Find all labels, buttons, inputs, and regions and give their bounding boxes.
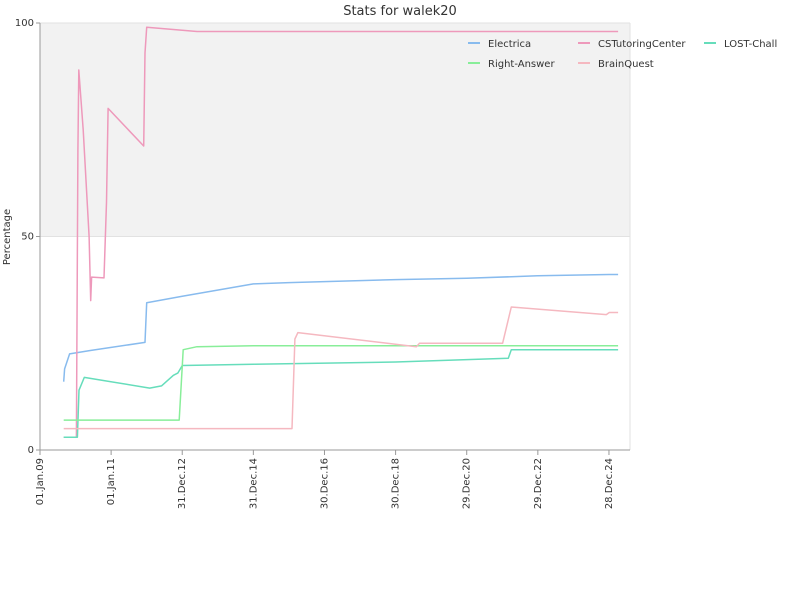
series-line-lost-chall bbox=[63, 348, 619, 438]
x-tick-label: 29.Dec.20 bbox=[462, 458, 473, 509]
legend-label: Electrica bbox=[488, 39, 531, 50]
legend-label: BrainQuest bbox=[598, 59, 654, 70]
x-tick-label: 31.Dec.12 bbox=[177, 458, 188, 509]
series-lines bbox=[62, 26, 619, 438]
y-tick-label: 0 bbox=[28, 445, 34, 456]
y-axis-label: Percentage bbox=[2, 209, 13, 265]
legend-label: CSTutoringCenter bbox=[598, 39, 686, 50]
chart-title: Stats for walek20 bbox=[343, 4, 457, 19]
series-line-brainquest bbox=[63, 306, 619, 430]
y-tick-label: 50 bbox=[21, 232, 34, 243]
axes: 0 50 100 01.Jan.09 01.Jan.11 31.Dec.12 31.Dec.… bbox=[15, 18, 630, 509]
x-tick-label: 29.Dec.22 bbox=[533, 458, 544, 509]
series-line-electrica bbox=[62, 273, 619, 382]
x-tick-label: 01.Jan.11 bbox=[106, 458, 117, 505]
series-line-right-answer bbox=[63, 345, 619, 421]
x-tick-label: 30.Dec.16 bbox=[319, 458, 330, 509]
x-tick-label: 30.Dec.18 bbox=[391, 458, 402, 509]
x-tick-label: 28.Dec.24 bbox=[604, 458, 615, 509]
x-tick-label: 31.Dec.14 bbox=[248, 458, 259, 509]
series-line-cstutoringcenter bbox=[63, 26, 619, 438]
y-tick-label: 100 bbox=[15, 18, 34, 29]
legend-label: Right-Answer bbox=[488, 59, 555, 70]
x-tick-label: 01.Jan.09 bbox=[35, 458, 46, 505]
plot-band bbox=[40, 23, 630, 237]
legend-label: LOST-Chall bbox=[724, 39, 777, 50]
legend: Electrica CSTutoringCenter LOST-Chall Right… bbox=[468, 39, 777, 70]
